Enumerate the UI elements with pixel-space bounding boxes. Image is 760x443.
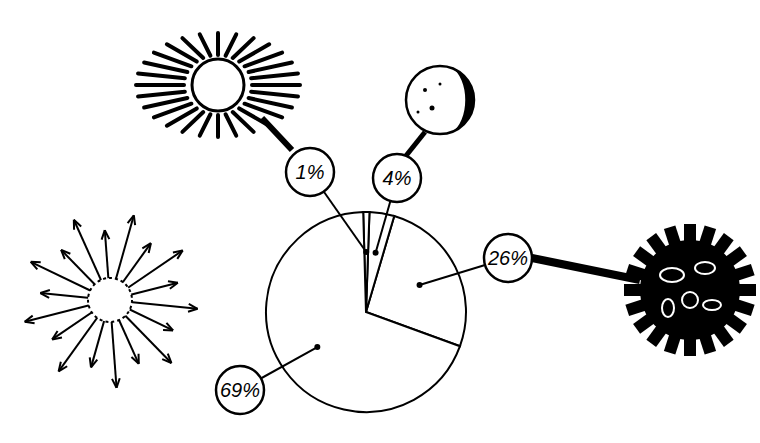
svg-text:69%: 69% <box>220 379 260 401</box>
svg-text:4%: 4% <box>383 167 412 189</box>
svg-text:1%: 1% <box>296 161 325 183</box>
svg-text:26%: 26% <box>487 247 528 269</box>
